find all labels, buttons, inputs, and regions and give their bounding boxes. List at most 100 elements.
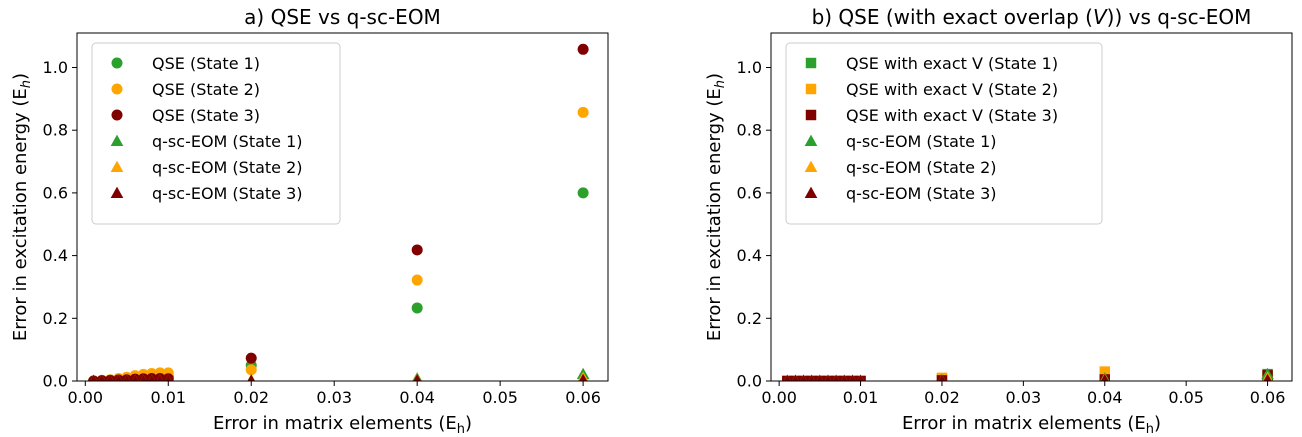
y-axis-title-sub: h	[19, 80, 34, 88]
legend-label: q-sc-EOM (State 1)	[152, 132, 303, 151]
chart-title-italic: V	[1093, 5, 1108, 29]
legend-label: QSE (State 3)	[152, 106, 260, 125]
data-point	[840, 374, 848, 381]
y-tick-label: 1.0	[43, 58, 68, 77]
data-point	[579, 373, 588, 381]
legend-marker-qse-with-exact-v-state-2	[805, 83, 817, 95]
legend-label: q-sc-EOM (State 2)	[846, 158, 997, 177]
legend-label: QSE with exact V (State 3)	[846, 106, 1058, 125]
data-point	[577, 106, 589, 118]
data-point	[131, 374, 139, 381]
legend-marker-qse-with-exact-v-state-1	[805, 57, 817, 69]
chart-title-text: a) QSE vs q-sc-EOM	[244, 5, 441, 29]
legend-label: QSE with exact V (State 1)	[846, 54, 1058, 73]
y-axis-title-text: Error in excitation energy (E	[10, 88, 31, 341]
x-tick-label: 0.01	[843, 388, 879, 407]
x-tick-label: 0.06	[565, 388, 601, 407]
data-point	[245, 352, 257, 364]
y-tick-label: 0.8	[43, 121, 68, 140]
x-tick-label: 0.05	[1168, 388, 1204, 407]
data-point	[938, 374, 946, 381]
legend-label: q-sc-EOM (State 3)	[846, 184, 997, 203]
legend-marker-q-sc-eom-state-2	[110, 160, 124, 173]
data-point	[98, 374, 106, 381]
x-axis-title: Error in matrix elements (Eh)	[902, 413, 1161, 437]
axes-frame	[76, 32, 609, 382]
data-point	[816, 374, 824, 381]
y-axis-title-suffix: )	[10, 73, 31, 80]
legend-label: q-sc-EOM (State 3)	[152, 184, 303, 203]
x-axis-title-suffix: )	[1154, 413, 1161, 434]
legend-box	[785, 42, 1103, 225]
data-point	[411, 274, 423, 286]
data-point	[791, 374, 799, 381]
legend-label: QSE (State 1)	[152, 54, 260, 73]
data-point	[1263, 373, 1272, 381]
x-tick-label: 0.02	[924, 388, 960, 407]
x-tick-label: 0.00	[761, 388, 797, 407]
y-tick-label: 0.0	[43, 372, 68, 391]
data-point	[90, 374, 98, 381]
y-tick-label: 0.0	[737, 372, 762, 391]
legend-label: q-sc-EOM (State 2)	[152, 158, 303, 177]
data-point	[139, 374, 147, 381]
legend-marker-q-sc-eom-state-3	[110, 186, 124, 199]
chart-title: a) QSE vs q-sc-EOM	[244, 5, 441, 29]
plot-markers	[88, 43, 590, 381]
x-tick-label: 0.04	[399, 388, 435, 407]
data-point	[800, 374, 808, 381]
legend-marker-q-sc-eom-state-1	[804, 134, 818, 147]
y-tick-label: 0.2	[43, 309, 68, 328]
x-tick-label: 0.04	[1087, 388, 1123, 407]
data-point	[577, 43, 589, 55]
data-point	[114, 374, 122, 381]
series-q-sc-eom-state-3	[783, 373, 1272, 381]
legend-marker-q-sc-eom-state-2	[804, 160, 818, 173]
data-point	[824, 374, 832, 381]
data-point	[857, 374, 865, 381]
y-tick-label: 0.4	[43, 246, 68, 265]
y-tick-label: 0.6	[737, 183, 762, 202]
panel-b: 0.00 0.01 0.02 0.03 0.04 0.05 0.06 0.0 0.2 0.4 0.6…	[704, 5, 1293, 437]
x-tick-label: 0.01	[150, 388, 186, 407]
x-tick-label: 0.03	[1006, 388, 1042, 407]
data-point	[411, 302, 423, 314]
y-axis-title: Error in excitation energy (Eh)	[704, 73, 728, 341]
data-point	[106, 374, 114, 381]
x-tick-label: 0.02	[233, 388, 269, 407]
y-tick-label: 0.4	[737, 246, 762, 265]
data-point	[1099, 366, 1110, 377]
legend-label: q-sc-EOM (State 1)	[846, 132, 997, 151]
data-point	[123, 374, 131, 381]
data-point	[1100, 374, 1109, 381]
data-point	[148, 374, 156, 381]
x-axis-title: Error in matrix elements (Eh)	[213, 413, 472, 437]
legend-label: QSE with exact V (State 2)	[846, 80, 1058, 99]
y-tick-label: 0.2	[737, 309, 762, 328]
panel-a: 0.00 0.01 0.02 0.03 0.04 0.05 0.06 0.0 0.2 0.4 0.6…	[10, 5, 609, 437]
x-tick-label: 0.05	[482, 388, 518, 407]
data-point	[808, 374, 816, 381]
x-tick-label: 0.00	[67, 388, 103, 407]
chart-title-suffix: )) vs q-sc-EOM	[1107, 5, 1252, 29]
legend-label: QSE (State 2)	[152, 80, 260, 99]
legend: QSE (State 1) QSE (State 2) QSE (State 3) q…	[91, 42, 341, 225]
y-tick-label: 1.0	[737, 58, 762, 77]
x-axis-title-sub: h	[1146, 422, 1154, 437]
y-axis-title-suffix: )	[704, 73, 725, 80]
data-point	[247, 374, 255, 381]
data-point	[245, 364, 257, 376]
data-point	[164, 374, 172, 381]
y-axis-title: Error in excitation energy (Eh)	[10, 73, 34, 341]
x-axis-title-text: Error in matrix elements (E	[902, 413, 1146, 434]
data-point	[832, 374, 840, 381]
x-axis-title-suffix: )	[465, 413, 472, 434]
chart-title: b) QSE (with exact overlap (V)) vs q-sc-…	[812, 5, 1252, 29]
data-point	[411, 244, 423, 256]
chart-title-text: b) QSE (with exact overlap (	[812, 5, 1093, 29]
y-axis-title-sub: h	[713, 80, 728, 88]
legend-box	[91, 42, 341, 225]
legend-marker-q-sc-eom-state-1	[110, 134, 124, 147]
plot-markers	[782, 366, 1274, 381]
data-point	[783, 374, 791, 381]
